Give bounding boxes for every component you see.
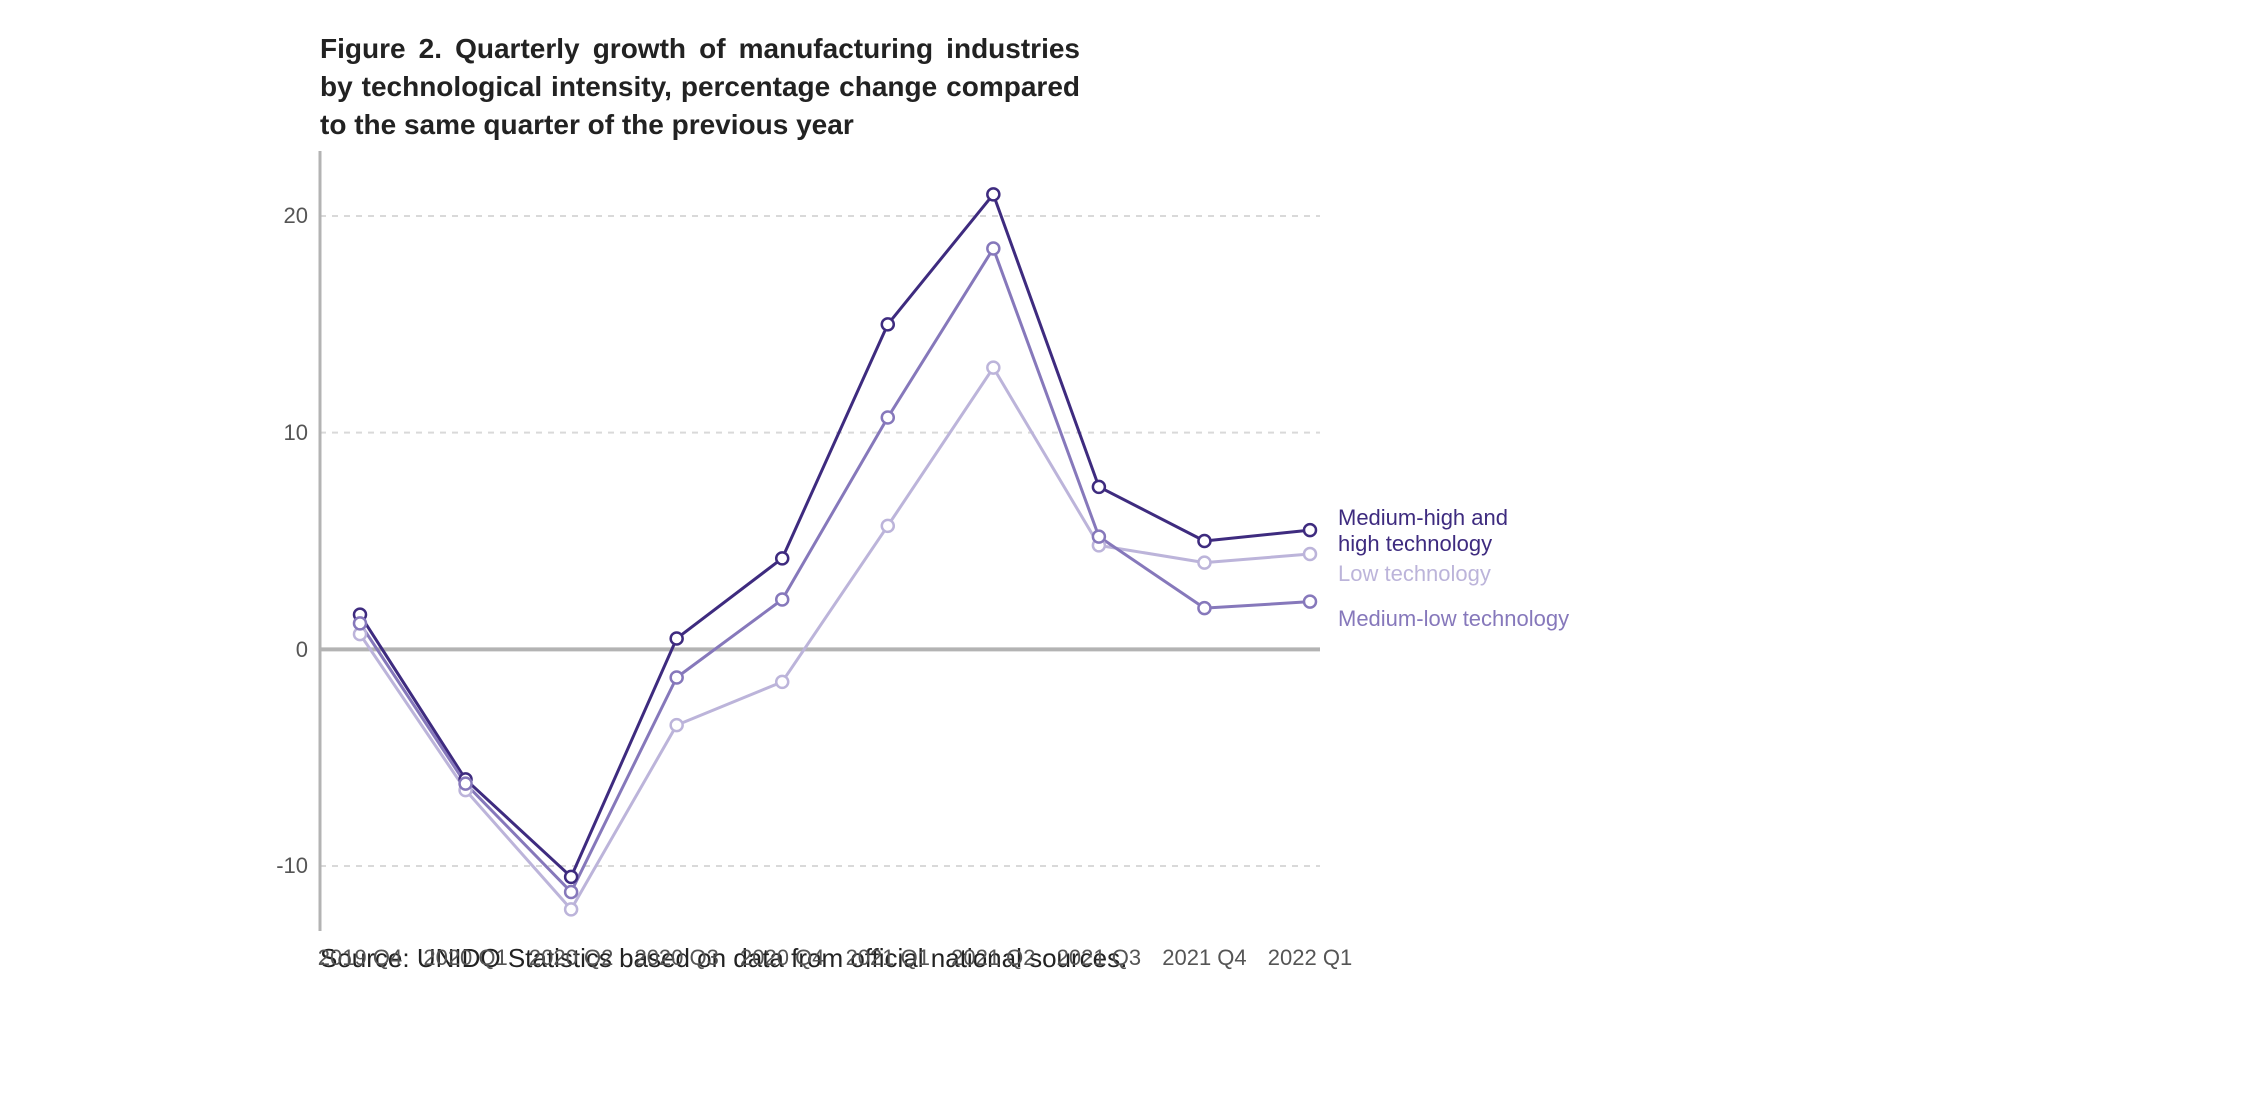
legend-item: Low technology	[1338, 561, 1491, 587]
y-tick-label: -10	[276, 853, 308, 879]
x-tick-label: 2022 Q1	[1268, 945, 1352, 971]
line-chart-svg	[320, 151, 1320, 931]
x-tick-label: 2020 Q3	[634, 945, 718, 971]
legend-item: Medium-low technology	[1338, 606, 1569, 632]
y-tick-label: 10	[284, 420, 308, 446]
x-tick-label: 2021 Q2	[951, 945, 1035, 971]
x-tick-label: 2019 Q4	[318, 945, 402, 971]
y-tick-label: 20	[284, 203, 308, 229]
x-tick-label: 2020 Q4	[740, 945, 824, 971]
x-tick-label: 2020 Q2	[529, 945, 613, 971]
x-tick-label: 2021 Q4	[1162, 945, 1246, 971]
legend-item: Medium-high andhigh technology	[1338, 505, 1508, 558]
chart-title: Figure 2. Quarterly growth of manufactur…	[320, 30, 1080, 143]
y-tick-label: 0	[296, 637, 308, 663]
x-tick-label: 2021 Q3	[1057, 945, 1141, 971]
chart-plot-area: -10010202019 Q42020 Q12020 Q22020 Q32020…	[320, 151, 1320, 931]
x-tick-label: 2020 Q1	[423, 945, 507, 971]
x-tick-label: 2021 Q1	[846, 945, 930, 971]
